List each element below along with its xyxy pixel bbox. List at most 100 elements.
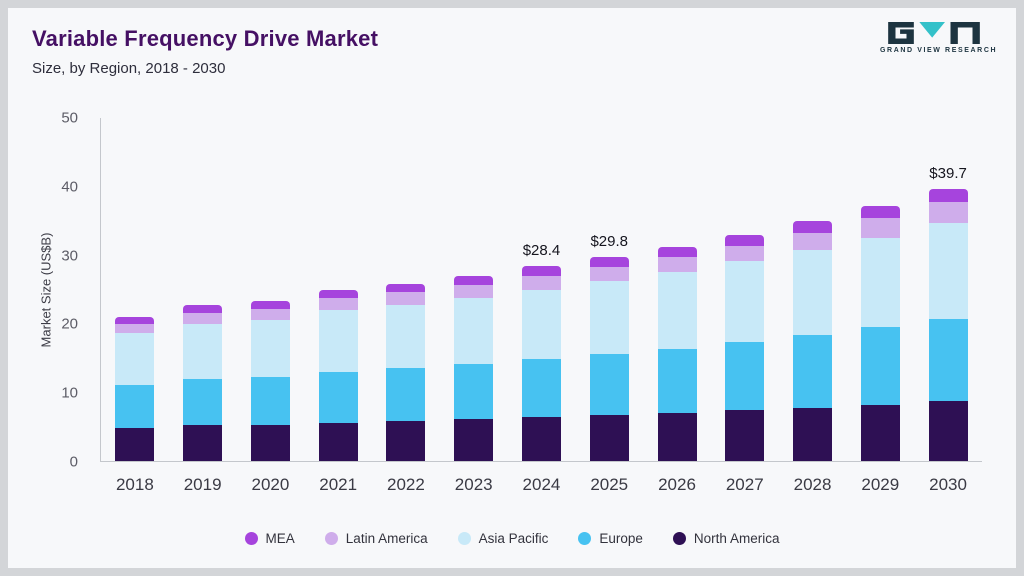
bar-segment-asia_pacific-2024 bbox=[521, 289, 561, 360]
bar-segment-north_america-2030 bbox=[928, 401, 968, 461]
bar-segment-asia_pacific-2020 bbox=[250, 320, 290, 377]
bar-group-2018: 2018 bbox=[101, 118, 169, 494]
x-tick-2030: 2030 bbox=[929, 475, 967, 494]
bar-segment-mea-2020 bbox=[250, 301, 290, 310]
bar-segment-north_america-2022 bbox=[386, 421, 426, 461]
bar-segment-north_america-2026 bbox=[657, 412, 697, 461]
bar-group-2019: 2019 bbox=[169, 118, 237, 494]
legend-label-asia_pacific: Asia Pacific bbox=[478, 531, 549, 546]
bar-segment-europe-2027 bbox=[725, 342, 765, 411]
bar-segment-europe-2021 bbox=[318, 371, 358, 423]
bar-segment-asia_pacific-2026 bbox=[657, 272, 697, 349]
bar-group-2022: 2022 bbox=[372, 118, 440, 494]
bar-segment-europe-2030 bbox=[928, 319, 968, 402]
bar-segment-mea-2021 bbox=[318, 290, 358, 299]
legend-item-asia_pacific: Asia Pacific bbox=[457, 531, 549, 546]
y-tick-0: 0 bbox=[69, 453, 78, 471]
bar-segment-europe-2029 bbox=[860, 327, 900, 405]
brand-logo-text: GRAND VIEW RESEARCH bbox=[880, 47, 998, 54]
bar-stack-2025 bbox=[589, 256, 629, 461]
y-tick-50: 50 bbox=[61, 109, 78, 127]
bar-segment-asia_pacific-2022 bbox=[386, 304, 426, 368]
bar-segment-north_america-2028 bbox=[793, 407, 833, 461]
bar-stack-2028 bbox=[793, 220, 833, 461]
x-tick-2028: 2028 bbox=[793, 475, 832, 494]
x-tick-2027: 2027 bbox=[725, 475, 764, 494]
bar-segment-mea-2025 bbox=[589, 256, 629, 267]
bar-stack-2020 bbox=[250, 301, 290, 461]
legend-dot-europe bbox=[578, 532, 592, 545]
bar-segment-latin_america-2029 bbox=[860, 218, 900, 239]
bar-group-2027: 2027 bbox=[711, 118, 779, 494]
bar-segment-latin_america-2021 bbox=[318, 298, 358, 311]
bar-stack-2030 bbox=[928, 188, 968, 461]
bar-group-2020: 2020 bbox=[237, 118, 305, 494]
bar-segment-north_america-2021 bbox=[318, 422, 358, 461]
bar-segment-mea-2022 bbox=[386, 284, 426, 293]
bar-segment-asia_pacific-2019 bbox=[183, 323, 223, 379]
bar-segment-north_america-2019 bbox=[183, 425, 223, 461]
bar-group-2024: 2024 $28.4 bbox=[508, 118, 576, 494]
x-tick-2029: 2029 bbox=[861, 475, 900, 494]
bar-segment-asia_pacific-2030 bbox=[928, 222, 968, 320]
bar-segment-mea-2029 bbox=[860, 205, 900, 219]
legend-item-latin_america: Latin America bbox=[324, 531, 428, 546]
bar-segment-north_america-2023 bbox=[454, 419, 494, 461]
bar-segment-mea-2030 bbox=[928, 188, 968, 202]
y-tick-30: 30 bbox=[61, 247, 78, 265]
x-tick-2018: 2018 bbox=[115, 475, 154, 494]
chart-legend: MEA Latin America Asia Pacific Europe North … bbox=[8, 531, 1016, 546]
legend-label-mea: MEA bbox=[265, 531, 295, 546]
bar-segment-mea-2026 bbox=[657, 246, 697, 258]
bar-segment-mea-2018 bbox=[115, 316, 155, 324]
legend-label-europe: Europe bbox=[599, 531, 643, 546]
bar-segment-asia_pacific-2021 bbox=[318, 310, 358, 372]
bar-segment-north_america-2027 bbox=[725, 410, 765, 461]
bar-stack-2029 bbox=[860, 205, 900, 461]
bar-segment-europe-2026 bbox=[657, 348, 697, 413]
bar-segment-mea-2028 bbox=[793, 220, 833, 233]
y-tick-40: 40 bbox=[61, 178, 78, 196]
bar-segment-latin_america-2020 bbox=[250, 309, 290, 321]
x-tick-2025: 2025 bbox=[590, 475, 629, 494]
legend-item-mea: MEA bbox=[244, 531, 295, 546]
bar-stack-2018 bbox=[115, 316, 155, 461]
plot-area: 2018 2019 2020 2021 2022 2023 2024 $28.4 2025 $29… bbox=[100, 118, 982, 494]
bar-segment-latin_america-2018 bbox=[115, 323, 155, 334]
y-axis: 0 10 20 30 40 50 bbox=[8, 110, 92, 471]
legend-item-north_america: North America bbox=[672, 531, 780, 546]
legend-label-latin_america: Latin America bbox=[345, 531, 428, 546]
bar-stack-2023 bbox=[454, 275, 494, 461]
bar-segment-europe-2028 bbox=[793, 335, 833, 408]
bar-segment-mea-2027 bbox=[725, 234, 765, 246]
page-title: Variable Frequency Drive Market bbox=[32, 26, 379, 51]
x-tick-2020: 2020 bbox=[251, 475, 290, 494]
legend-label-north_america: North America bbox=[693, 531, 780, 546]
page-subtitle: Size, by Region, 2018 - 2030 bbox=[32, 60, 226, 77]
bar-segment-latin_america-2023 bbox=[454, 284, 494, 298]
x-tick-2021: 2021 bbox=[319, 475, 358, 494]
x-tick-2023: 2023 bbox=[454, 475, 493, 494]
bar-segment-europe-2025 bbox=[589, 354, 629, 416]
x-tick-2024: 2024 bbox=[522, 475, 561, 494]
bar-stack-2021 bbox=[318, 290, 358, 461]
legend-dot-latin_america bbox=[324, 532, 338, 545]
y-tick-20: 20 bbox=[61, 315, 78, 333]
bar-segment-latin_america-2026 bbox=[657, 257, 697, 273]
bar-segment-europe-2023 bbox=[454, 363, 494, 420]
bar-segment-europe-2020 bbox=[250, 376, 290, 425]
bar-segment-latin_america-2027 bbox=[725, 245, 765, 262]
bar-stack-2027 bbox=[725, 234, 765, 461]
legend-dot-asia_pacific bbox=[457, 532, 471, 545]
bar-segment-north_america-2025 bbox=[589, 415, 629, 461]
bar-segment-latin_america-2025 bbox=[589, 266, 629, 282]
bar-segment-europe-2019 bbox=[183, 378, 223, 426]
bar-segment-mea-2023 bbox=[454, 275, 494, 285]
bar-segment-north_america-2024 bbox=[521, 417, 561, 461]
legend-item-europe: Europe bbox=[578, 531, 643, 546]
bar-segment-asia_pacific-2029 bbox=[860, 238, 900, 328]
bar-segment-latin_america-2030 bbox=[928, 201, 968, 223]
bar-segment-asia_pacific-2018 bbox=[115, 333, 155, 385]
x-tick-2026: 2026 bbox=[658, 475, 696, 494]
